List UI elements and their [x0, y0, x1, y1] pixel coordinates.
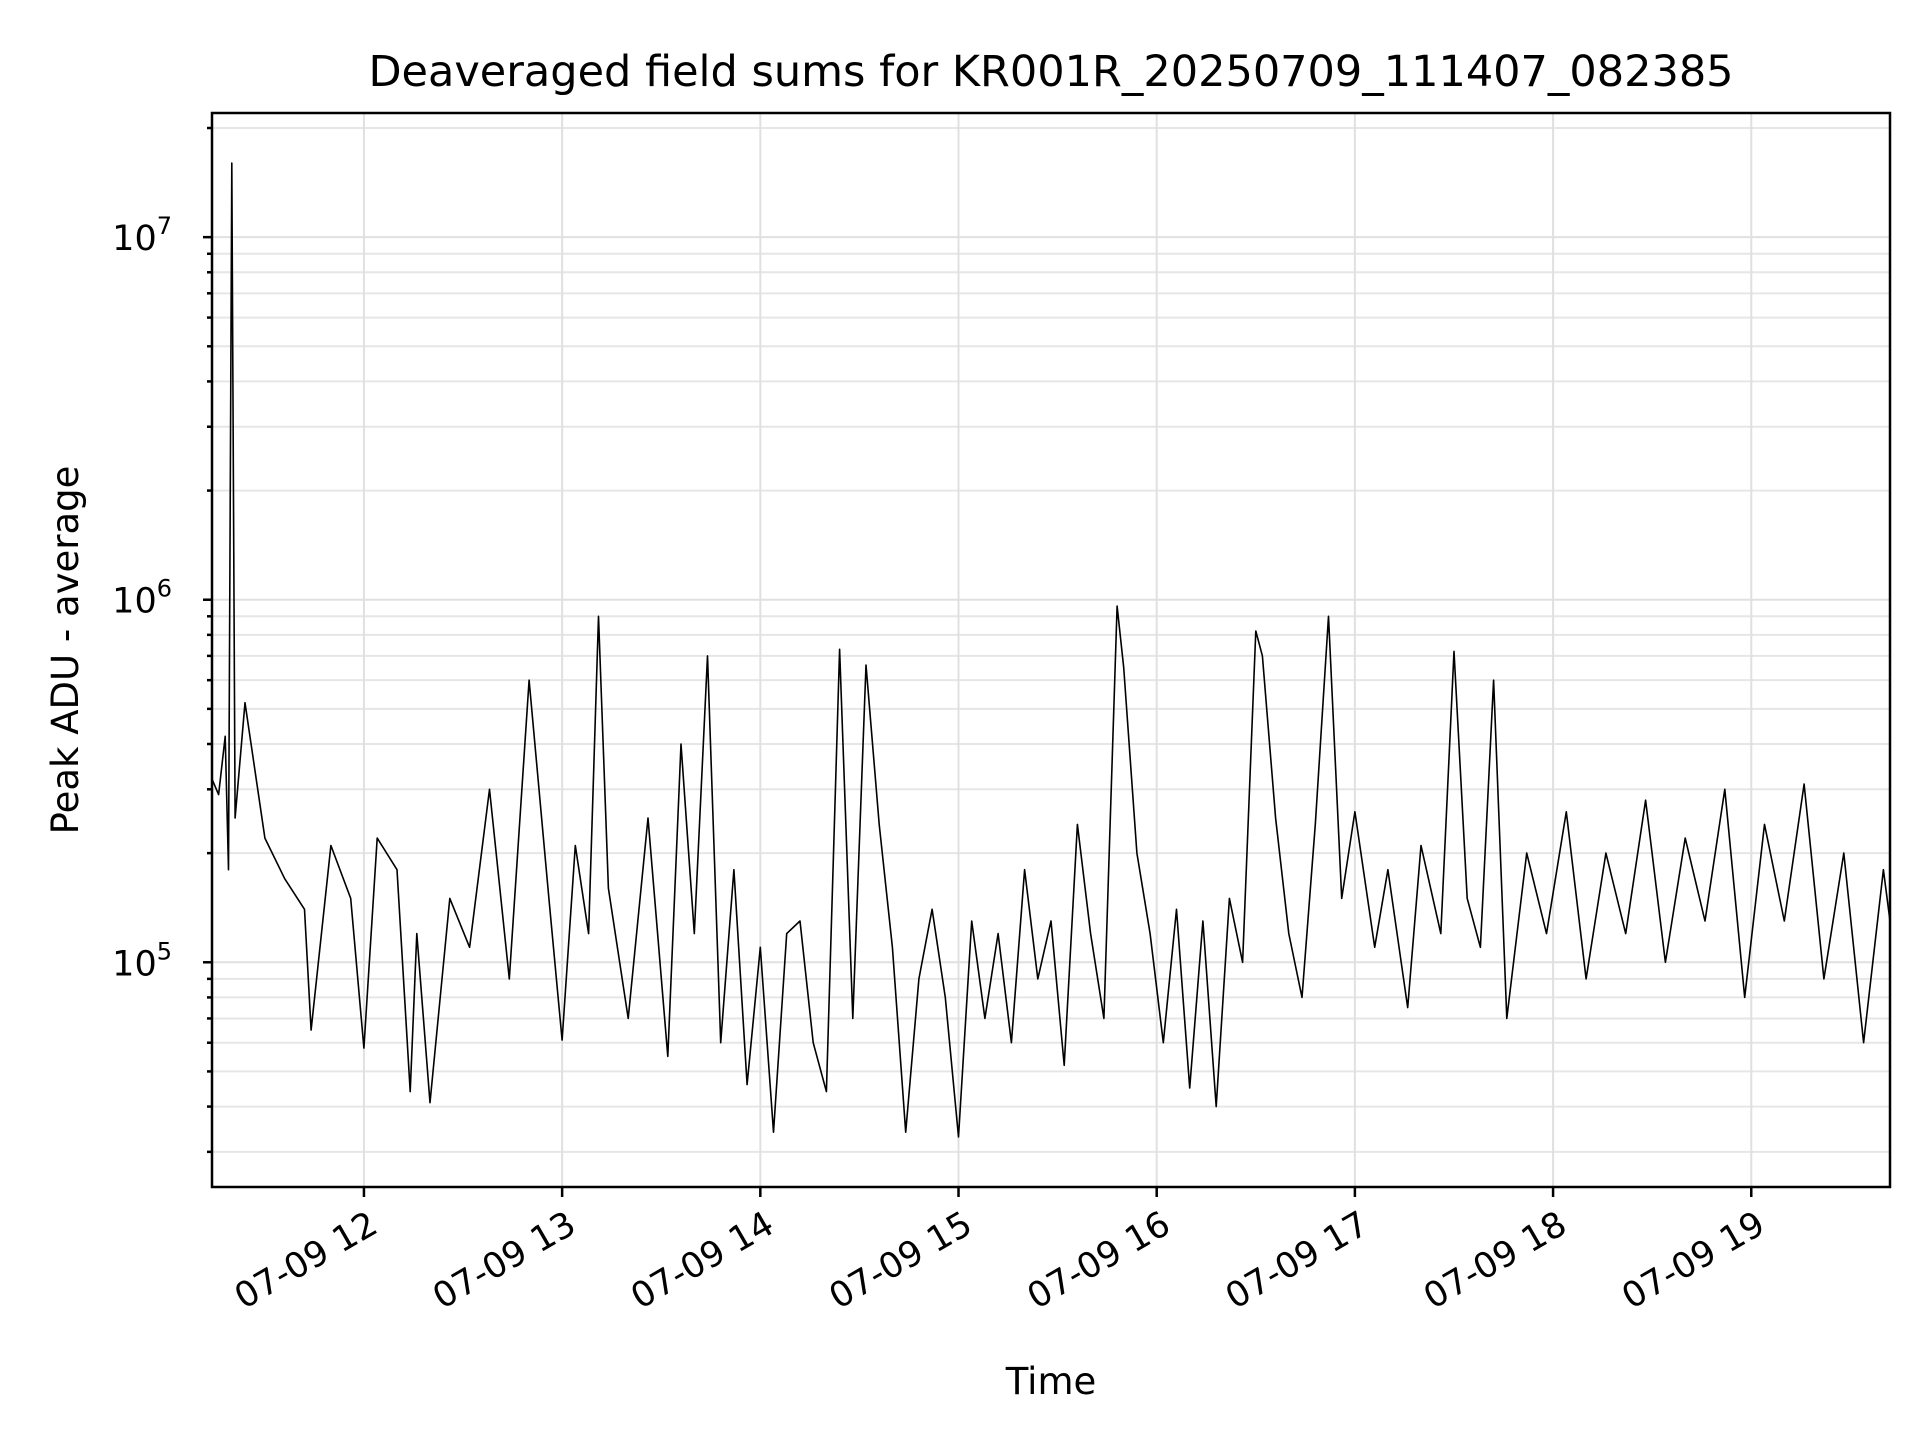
y-tick-exponent: 6 — [157, 575, 172, 603]
x-axis-label: Time — [1005, 1360, 1097, 1403]
series-line-0 — [211, 162, 1891, 1138]
plot-frame — [210, 111, 1892, 1189]
y-tick-label: 105 — [112, 937, 172, 984]
y-tick-base: 10 — [112, 582, 157, 622]
grid — [212, 113, 1890, 1187]
y-axis-label: Peak ADU - average — [44, 466, 87, 835]
chart-title: Deaveraged field sums for KR001R_2025070… — [368, 47, 1733, 97]
y-tick-base: 10 — [112, 944, 157, 984]
y-tick-exponent: 5 — [157, 937, 172, 965]
y-tick-exponent: 7 — [157, 212, 172, 240]
y-tick-base: 10 — [112, 219, 157, 259]
y-tick-label: 107 — [112, 212, 172, 259]
y-tick-label: 106 — [112, 575, 172, 622]
series-layer — [211, 162, 1891, 1138]
